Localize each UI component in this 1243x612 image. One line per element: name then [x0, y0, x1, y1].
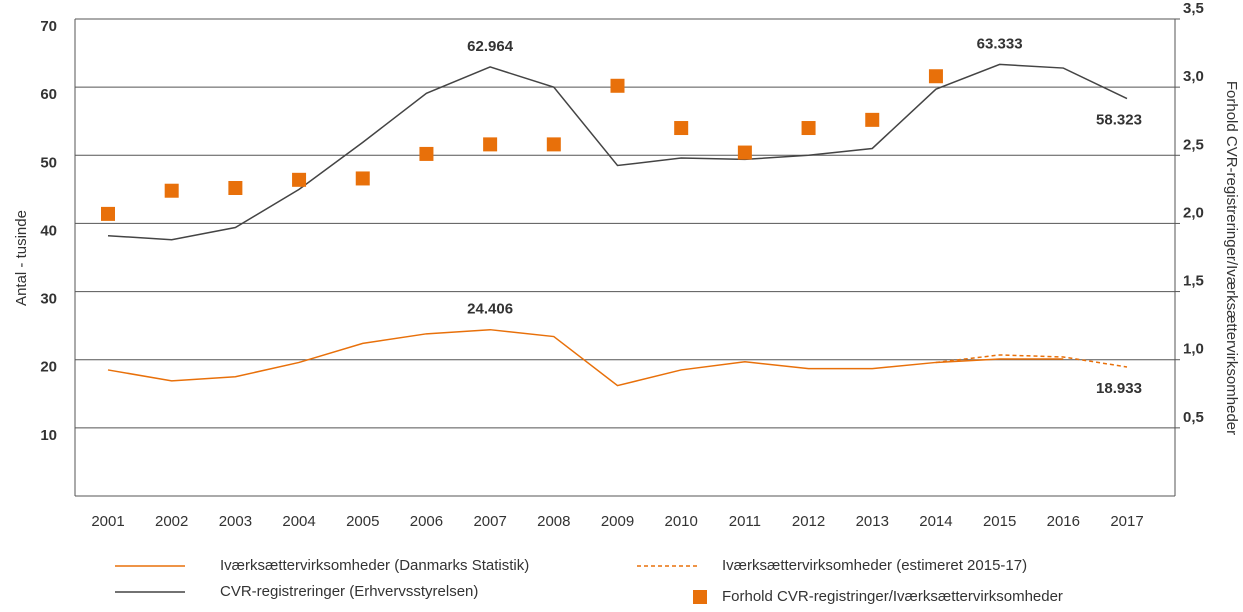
x-tick-label: 2006 [410, 513, 443, 530]
x-tick-label: 2014 [919, 513, 952, 530]
marker [737, 145, 752, 160]
legend-marker [693, 590, 707, 604]
y2-tick-label: 1,0 [1183, 341, 1204, 358]
x-tick-label: 2016 [1047, 513, 1080, 530]
x-tick-label: 2005 [346, 513, 379, 530]
marker [801, 121, 816, 136]
data-label: 24.406 [467, 301, 513, 318]
marker [419, 146, 434, 161]
data-label: 63.333 [977, 35, 1023, 52]
y2-tick-label: 2,0 [1183, 204, 1204, 221]
legend-label: Iværksættervirksomheder (Danmarks Statis… [220, 557, 529, 574]
x-tick-label: 2017 [1110, 513, 1143, 530]
line [107, 63, 1128, 241]
y-axis-label: Antal - tusinde [13, 210, 30, 306]
y-tick-label: 70 [40, 18, 57, 35]
y2-axis-label: Forhold CVR-registreringer/Iværksættervi… [1223, 81, 1240, 435]
x-tick-label: 2011 [729, 513, 761, 530]
marker [164, 183, 179, 198]
marker [928, 69, 943, 84]
marker [228, 180, 243, 195]
data-label: 18.933 [1096, 380, 1142, 397]
y2-tick-label: 1,5 [1183, 273, 1204, 290]
marker [610, 78, 625, 93]
marker [292, 172, 307, 187]
y-tick-label: 40 [40, 222, 57, 239]
x-tick-label: 2013 [856, 513, 889, 530]
x-tick-label: 2007 [473, 513, 506, 530]
data-label: 58.323 [1096, 112, 1142, 129]
x-tick-label: 2004 [282, 513, 315, 530]
marker [674, 121, 689, 136]
line [107, 328, 1064, 387]
x-tick-label: 2010 [665, 513, 698, 530]
y2-tick-label: 2,5 [1183, 136, 1204, 153]
y2-tick-label: 3,5 [1183, 0, 1204, 17]
y-tick-label: 30 [40, 291, 57, 308]
marker [865, 112, 880, 127]
marker [101, 206, 115, 221]
marker [355, 171, 370, 186]
y-tick-label: 50 [40, 154, 57, 171]
legend-label: CVR-registreringer (Erhvervsstyrelsen) [220, 583, 478, 600]
legend-label: Forhold CVR-registringer/Iværksættervirk… [722, 588, 1063, 605]
legend-label: Iværksættervirksomheder (estimeret 2015-… [722, 557, 1027, 574]
x-tick-label: 2009 [601, 513, 634, 530]
x-tick-label: 2002 [155, 513, 188, 530]
x-tick-label: 2003 [219, 513, 252, 530]
x-tick-label: 2001 [91, 513, 124, 530]
y-tick-label: 60 [40, 86, 57, 103]
y2-tick-label: 0,5 [1183, 409, 1204, 426]
x-tick-label: 2008 [537, 513, 570, 530]
y-tick-label: 10 [40, 427, 57, 444]
marker [546, 137, 561, 152]
marker [483, 137, 498, 152]
x-tick-label: 2015 [983, 513, 1016, 530]
data-label: 62.964 [467, 38, 514, 55]
y-tick-label: 20 [40, 359, 57, 376]
y2-tick-label: 3,0 [1183, 68, 1204, 85]
x-tick-label: 2012 [792, 513, 825, 530]
